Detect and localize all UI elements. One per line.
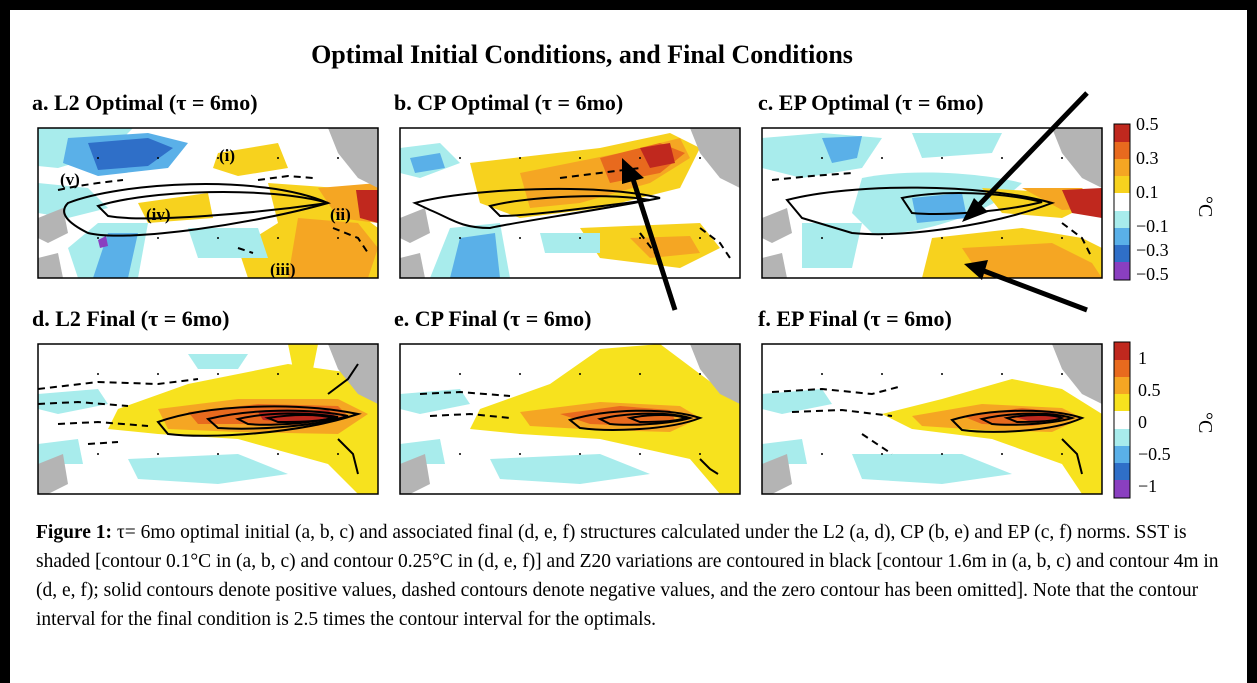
cbar-bottom-tick-0: 1 [1138, 348, 1147, 368]
panel-a-map [37, 127, 379, 279]
caption-text: τ= 6mo optimal initial (a, b, c) and ass… [36, 522, 1219, 630]
figure-page: Optimal Initial Conditions, and Final Co… [10, 10, 1247, 683]
colorbar-top [1113, 123, 1131, 281]
panel-d-map [37, 343, 379, 495]
panel-c-map [761, 91, 1103, 313]
cbar-top-tick-1: 0.3 [1136, 148, 1159, 168]
panel-f-title: f. EP Final (τ = 6mo) [758, 306, 952, 331]
caption-label: Figure 1: [36, 522, 113, 543]
annotation-v: (v) [60, 170, 80, 189]
annotation-iii: (iii) [270, 260, 296, 279]
panel-c-title: c. EP Optimal (τ = 6mo) [758, 90, 984, 115]
annotation-ii: (ii) [330, 205, 351, 224]
panel-a-title: a. L2 Optimal (τ = 6mo) [32, 90, 258, 115]
colorbar-bottom [1113, 341, 1131, 499]
panel-d-title: d. L2 Final (τ = 6mo) [32, 306, 230, 331]
annotation-iv: (iv) [146, 205, 171, 224]
cbar-top-tick-4: −0.3 [1136, 240, 1169, 260]
figure-title: Optimal Initial Conditions, and Final Co… [311, 40, 853, 69]
cbar-top-tick-5: −0.5 [1136, 264, 1169, 284]
panel-e-title: e. CP Final (τ = 6mo) [394, 306, 592, 331]
panel-f-map [761, 343, 1103, 495]
cbar-top-tick-0: 0.5 [1136, 114, 1159, 134]
cbar-bottom-unit: °C [1194, 412, 1216, 434]
cbar-bottom-tick-4: −1 [1138, 476, 1158, 496]
cbar-bottom-tick-3: −0.5 [1138, 444, 1171, 464]
annotation-i: (i) [219, 146, 236, 165]
panel-b-map [399, 127, 741, 311]
panel-e-map [399, 343, 741, 495]
cbar-top-tick-3: −0.1 [1136, 216, 1169, 236]
cbar-bottom-tick-1: 0.5 [1138, 380, 1161, 400]
cbar-top-tick-2: 0.1 [1136, 182, 1159, 202]
panel-b-title: b. CP Optimal (τ = 6mo) [394, 90, 624, 115]
cbar-bottom-tick-2: 0 [1138, 412, 1147, 432]
cbar-top-unit: °C [1194, 196, 1216, 218]
figure-caption: Figure 1: τ= 6mo optimal initial (a, b, … [36, 518, 1236, 634]
